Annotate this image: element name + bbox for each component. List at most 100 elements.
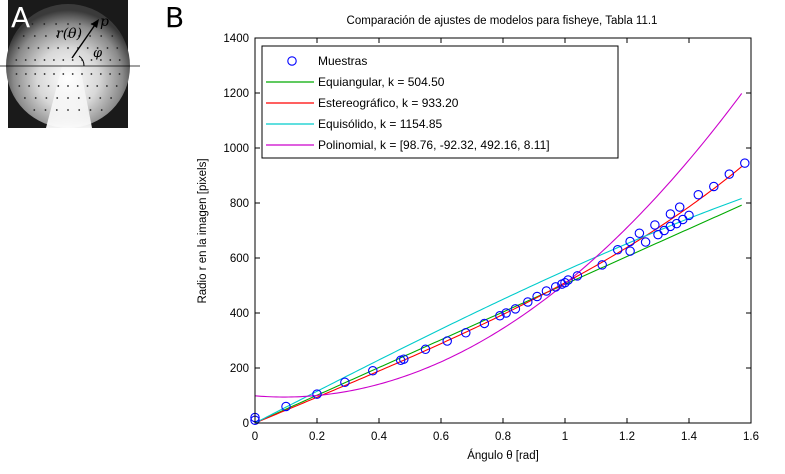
radius-arrow bbox=[71, 21, 98, 59]
y-tick-label: 1000 bbox=[223, 143, 249, 155]
sample-point bbox=[281, 401, 291, 412]
sample-point bbox=[693, 190, 704, 200]
sample-point bbox=[659, 225, 669, 236]
dome-dot bbox=[55, 23, 57, 25]
dome-dot bbox=[106, 47, 109, 49]
sample-point bbox=[612, 245, 623, 255]
dome-dot bbox=[88, 97, 91, 99]
dome-dot bbox=[100, 35, 103, 37]
x-tick-label: 0.4 bbox=[371, 431, 388, 443]
panel-letter-a: A bbox=[11, 1, 31, 34]
dome-dot bbox=[31, 23, 34, 25]
dome-dot bbox=[89, 109, 92, 111]
label-p: p bbox=[100, 14, 109, 30]
dome-dot bbox=[118, 59, 121, 61]
sample-point bbox=[532, 291, 542, 302]
y-axis-label: Radio r en la imagen [pixels] bbox=[197, 158, 209, 303]
dome-dot bbox=[116, 47, 119, 49]
dome-dot bbox=[44, 109, 47, 111]
y-tick-label: 800 bbox=[230, 198, 249, 210]
dome-dot bbox=[55, 109, 58, 111]
sample-point bbox=[625, 236, 635, 247]
dome-dot bbox=[67, 23, 69, 25]
dome-dot bbox=[96, 47, 99, 49]
dome-dot bbox=[43, 59, 46, 61]
y-tick-label: 200 bbox=[230, 363, 249, 375]
dome-dot bbox=[47, 47, 50, 49]
dome-dot bbox=[45, 97, 48, 99]
angle-arc bbox=[78, 55, 85, 67]
sample-point bbox=[510, 304, 521, 314]
legend-label-equisolid: Equisólido, k = 1154.85 bbox=[318, 117, 443, 131]
dome-dot bbox=[78, 35, 80, 37]
dome-dot bbox=[89, 35, 91, 37]
dome-dot bbox=[96, 85, 99, 87]
dome-dot bbox=[24, 97, 26, 99]
sample-point bbox=[625, 246, 635, 256]
dome-dot bbox=[53, 59, 55, 61]
arrow-head bbox=[91, 19, 99, 28]
dome-dot bbox=[90, 59, 93, 61]
dome-dot bbox=[22, 35, 25, 37]
plot-frame bbox=[254, 37, 752, 424]
dome-dot bbox=[47, 85, 50, 87]
sample-point bbox=[523, 297, 533, 307]
legend: Muestras Equiangular, k = 504.50 Estereogr… bbox=[261, 45, 619, 159]
dome-dot bbox=[62, 73, 65, 75]
dome-dot bbox=[81, 73, 83, 75]
sample-point bbox=[650, 220, 660, 230]
dome-dot bbox=[56, 35, 58, 37]
dome-dot bbox=[99, 97, 102, 99]
sample-point bbox=[740, 158, 750, 168]
legend-label-samples: Muestras bbox=[318, 54, 367, 68]
dome-dot bbox=[33, 109, 36, 111]
sample-point bbox=[560, 277, 570, 288]
chart-title: Comparación de ajustes de modelos para f… bbox=[347, 15, 658, 27]
y-tick-label: 600 bbox=[230, 253, 249, 265]
dome-dot bbox=[53, 73, 55, 75]
dome-dot bbox=[67, 85, 69, 87]
panel-letter-b: B bbox=[165, 1, 185, 34]
dome-dot bbox=[109, 73, 111, 75]
sample-point bbox=[572, 271, 583, 281]
dome-dot bbox=[17, 47, 20, 49]
dome-dot bbox=[106, 85, 108, 87]
sample-point bbox=[541, 286, 552, 296]
sample-point bbox=[501, 308, 511, 318]
dome-dot bbox=[100, 59, 102, 61]
dome-dot bbox=[115, 85, 118, 87]
x-tick-label: 1.2 bbox=[619, 431, 635, 443]
series-stereographic-line bbox=[254, 166, 743, 424]
dome-dot bbox=[76, 85, 79, 87]
dome-dot bbox=[67, 109, 69, 111]
series-equisolid-line bbox=[254, 198, 742, 424]
x-tick-label: 1 bbox=[562, 431, 568, 443]
dome-dot bbox=[33, 35, 36, 37]
dome-dot bbox=[57, 85, 60, 87]
y-tick-label: 0 bbox=[243, 418, 249, 430]
dome-dot bbox=[67, 97, 69, 99]
sample-point bbox=[461, 328, 471, 338]
y-tick-label: 1400 bbox=[223, 33, 249, 45]
series-polynomial-line bbox=[254, 93, 743, 398]
y-tick-label: 400 bbox=[230, 308, 249, 320]
dome-dot bbox=[15, 73, 18, 75]
sample-point bbox=[550, 282, 561, 292]
dome-dot bbox=[67, 35, 69, 37]
sample-point bbox=[479, 318, 490, 329]
dome-dot bbox=[18, 85, 21, 87]
light-beam bbox=[46, 66, 92, 128]
x-tick-label: 1.6 bbox=[743, 431, 759, 443]
dome-dot bbox=[100, 109, 103, 111]
sample-point bbox=[597, 260, 607, 270]
dome-dot bbox=[77, 97, 80, 99]
dome-dot bbox=[43, 73, 46, 75]
y-tick-label: 1200 bbox=[223, 88, 249, 100]
dome-dot bbox=[79, 23, 81, 25]
dome-dot bbox=[34, 97, 37, 99]
fisheye-photo: r(θ) p φ bbox=[0, 0, 140, 128]
x-tick-label: 0.8 bbox=[495, 431, 511, 443]
sample-point bbox=[420, 344, 431, 355]
sample-point bbox=[653, 229, 663, 240]
